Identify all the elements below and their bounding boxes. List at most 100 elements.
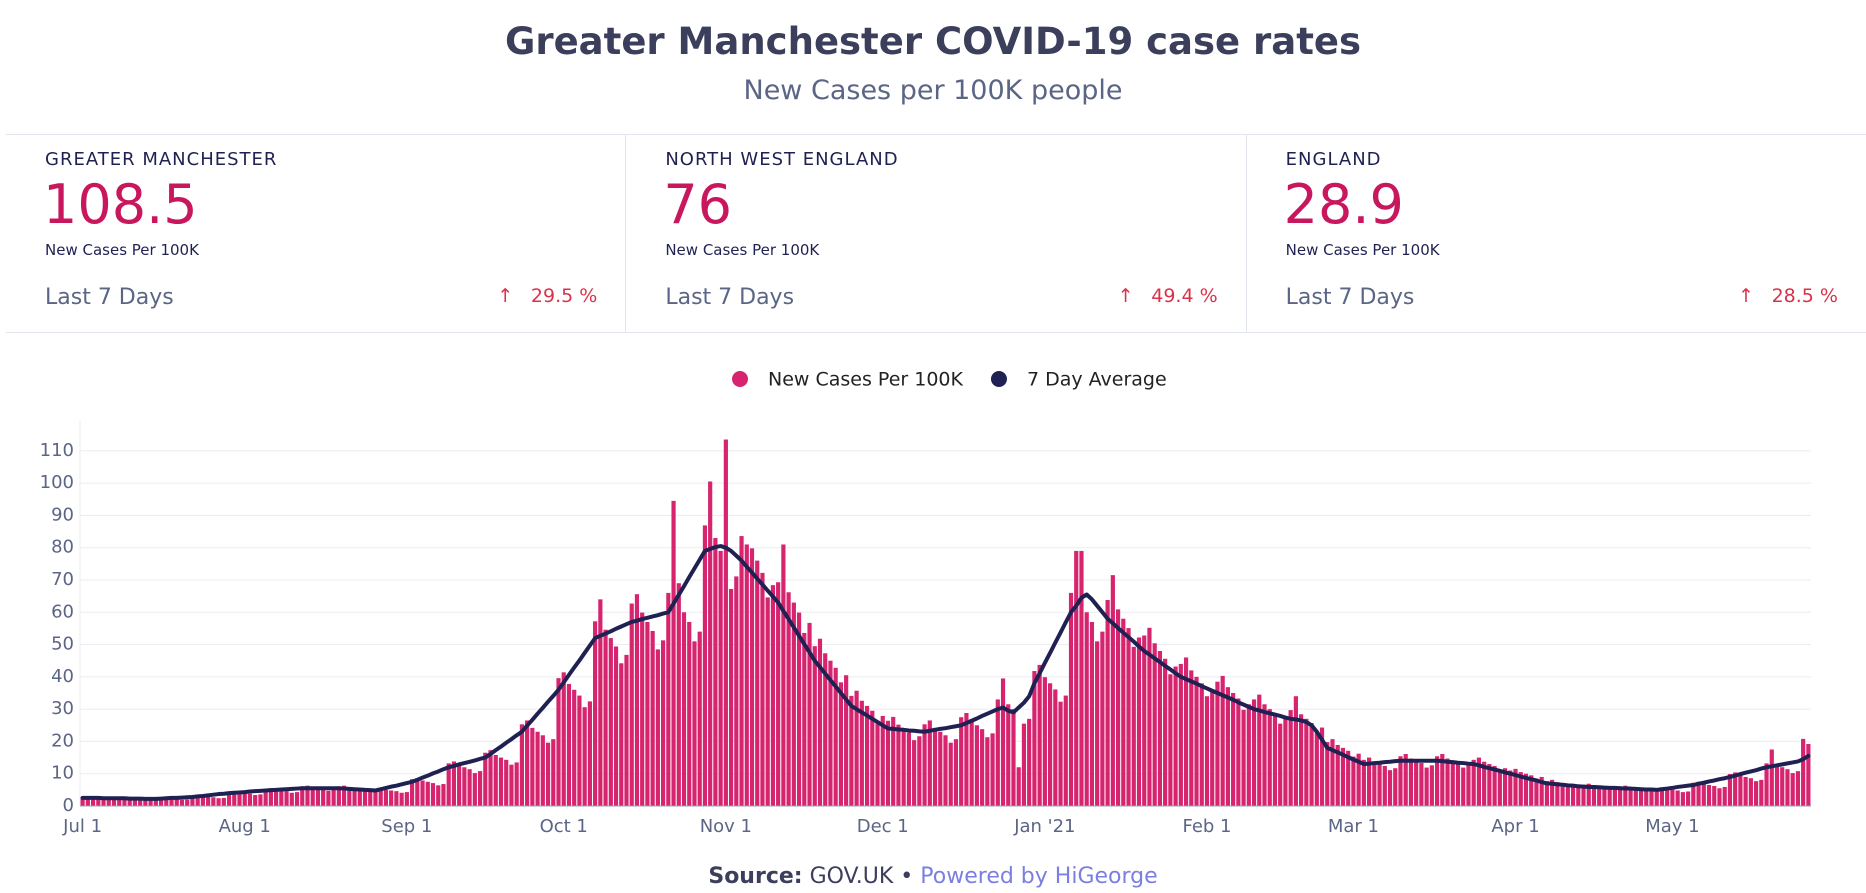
bar [864, 705, 870, 806]
bar [143, 799, 148, 806]
bar [1100, 631, 1105, 806]
bar [1607, 789, 1612, 806]
bar [875, 720, 880, 806]
bar [169, 798, 174, 806]
bar [1089, 621, 1095, 806]
bar [326, 790, 331, 806]
bar [854, 690, 859, 806]
bar [1173, 666, 1178, 806]
bar [106, 799, 111, 806]
x-tick-label: Aug 1 [219, 816, 271, 837]
bar [258, 794, 263, 806]
bar [828, 660, 833, 806]
bar [336, 786, 341, 806]
bar [1393, 768, 1398, 806]
bar [734, 576, 739, 806]
bar [211, 797, 216, 806]
bar [493, 754, 498, 806]
bar [1555, 782, 1560, 806]
bar [1152, 643, 1157, 806]
bar [932, 727, 938, 806]
bar [1246, 704, 1251, 806]
powered-by[interactable]: Powered by HiGeorge [920, 864, 1158, 889]
bar [253, 795, 258, 806]
bar [1659, 787, 1665, 806]
bar [1408, 758, 1414, 806]
bar [383, 789, 389, 806]
bar [1115, 609, 1121, 806]
legend-marker [990, 371, 1007, 387]
bar [1801, 738, 1806, 806]
bar [1189, 670, 1194, 806]
bar [289, 792, 294, 806]
bar [619, 663, 624, 806]
bar [237, 792, 242, 806]
stats-panel: GREATER MANCHESTER 108.5 New Cases Per 1… [6, 134, 1866, 333]
bar [305, 785, 310, 806]
bar [1680, 792, 1685, 806]
bar [1706, 785, 1712, 806]
y-tick-label: 20 [51, 730, 74, 751]
bar [1278, 723, 1283, 806]
bar [1774, 765, 1780, 806]
bar [1351, 756, 1356, 806]
bar [1262, 704, 1267, 806]
bar [389, 790, 394, 806]
bar [849, 695, 854, 806]
bar [190, 795, 195, 806]
bar [1204, 696, 1210, 806]
bar [608, 638, 613, 806]
bar [101, 798, 106, 806]
bar [1759, 779, 1764, 806]
bar [1785, 769, 1790, 806]
bar [117, 797, 122, 806]
stat-period: Last 7 Days [1285, 285, 1415, 310]
bar [697, 631, 702, 806]
bar [1806, 744, 1811, 806]
bar [310, 787, 315, 806]
bar [1068, 592, 1074, 806]
bar [598, 599, 603, 806]
bar [477, 771, 483, 806]
bar [488, 750, 493, 806]
bar [870, 710, 875, 806]
x-tick-label: Sep 1 [381, 816, 432, 837]
bar [1063, 695, 1068, 806]
bar [1570, 786, 1576, 806]
bar [823, 653, 828, 806]
bar [1377, 764, 1382, 806]
bar [80, 796, 85, 806]
bar [519, 724, 524, 806]
stat-card: NORTH WEST ENGLAND 76 New Cases Per 100K… [626, 135, 1247, 332]
x-tick-label: Dec 1 [857, 816, 909, 837]
bar [1769, 749, 1774, 806]
x-tick-label: Jan '21 [1013, 816, 1075, 837]
bar [294, 792, 300, 806]
bar [1717, 788, 1722, 806]
bar [1220, 675, 1225, 806]
bar [153, 798, 158, 806]
bar [1241, 709, 1246, 806]
bar [1644, 790, 1649, 806]
bar [1450, 760, 1455, 806]
bar [603, 629, 608, 806]
bar [331, 789, 336, 806]
bar [802, 632, 807, 806]
bar [1518, 772, 1523, 806]
bar [812, 646, 817, 806]
bar [943, 735, 948, 806]
bar [1544, 781, 1549, 806]
bar [917, 736, 922, 806]
x-tick-label: Feb 1 [1182, 816, 1231, 837]
bar [844, 675, 849, 806]
bar [833, 667, 838, 806]
bar [138, 798, 143, 806]
bar [1727, 774, 1733, 806]
bar [1597, 786, 1602, 806]
bar [242, 793, 247, 806]
bar [1163, 658, 1168, 806]
bar [1670, 789, 1675, 806]
source-label: Source: [708, 864, 803, 889]
bar [1712, 785, 1717, 806]
bar [409, 779, 415, 806]
